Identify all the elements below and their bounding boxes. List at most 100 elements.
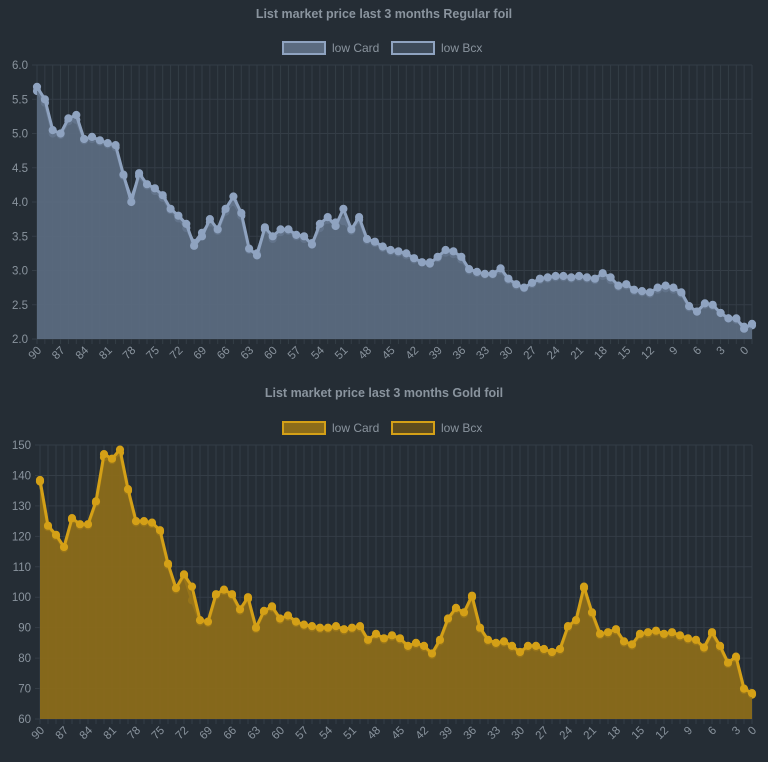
data-point[interactable] [491, 638, 501, 648]
data-point[interactable] [685, 302, 694, 311]
data-point[interactable] [347, 623, 357, 632]
data-point[interactable] [645, 288, 655, 297]
data-point[interactable] [575, 271, 584, 281]
data-point[interactable] [235, 605, 245, 614]
data-point[interactable] [32, 82, 42, 92]
data-point[interactable] [661, 281, 670, 290]
data-point[interactable] [563, 622, 573, 631]
data-point[interactable] [535, 274, 545, 283]
data-point[interactable] [251, 623, 261, 632]
data-point[interactable] [683, 634, 693, 643]
data-point[interactable] [371, 629, 381, 638]
data-point[interactable] [499, 637, 509, 646]
data-point[interactable] [155, 526, 165, 535]
data-point[interactable] [331, 622, 341, 631]
data-point[interactable] [653, 283, 662, 292]
data-point[interactable] [637, 287, 647, 296]
data-point[interactable] [731, 652, 741, 661]
data-point[interactable] [559, 271, 568, 281]
data-point[interactable] [551, 271, 560, 281]
data-point[interactable] [259, 606, 269, 616]
data-point[interactable] [457, 252, 466, 261]
data-point[interactable] [213, 225, 222, 234]
data-point[interactable] [197, 232, 207, 241]
data-point[interactable] [243, 593, 253, 602]
data-point[interactable] [579, 582, 589, 591]
data-point[interactable] [203, 617, 213, 626]
data-point[interactable] [691, 635, 701, 644]
data-point[interactable] [75, 520, 85, 529]
data-point[interactable] [590, 274, 600, 283]
data-point[interactable] [147, 518, 157, 527]
data-point[interactable] [268, 232, 277, 241]
data-point[interactable] [630, 285, 639, 294]
data-point[interactable] [59, 542, 69, 552]
data-point[interactable] [299, 620, 309, 629]
data-point[interactable] [504, 274, 513, 283]
data-point[interactable] [245, 244, 254, 253]
data-point[interactable] [543, 273, 552, 282]
data-point[interactable] [472, 267, 482, 276]
data-point[interactable] [425, 259, 434, 268]
data-point[interactable] [699, 643, 709, 652]
data-point[interactable] [619, 637, 629, 646]
data-point[interactable] [480, 269, 489, 278]
data-point[interactable] [539, 644, 549, 654]
data-point[interactable] [163, 559, 173, 568]
data-point[interactable] [229, 192, 238, 201]
data-point[interactable] [675, 631, 685, 640]
data-point[interactable] [300, 232, 309, 241]
data-point[interactable] [475, 623, 485, 632]
data-point[interactable] [323, 623, 333, 632]
data-point[interactable] [40, 95, 50, 104]
data-point[interactable] [614, 281, 623, 290]
data-point[interactable] [315, 623, 325, 632]
data-point[interactable] [716, 308, 725, 318]
data-point[interactable] [692, 307, 702, 316]
data-point[interactable] [555, 644, 565, 654]
data-point[interactable] [496, 264, 505, 273]
data-point[interactable] [67, 514, 77, 523]
data-point[interactable] [135, 169, 144, 178]
data-point[interactable] [715, 641, 725, 651]
data-point[interactable] [395, 634, 405, 643]
data-point[interactable] [179, 570, 189, 579]
data-point[interactable] [158, 191, 167, 200]
data-point[interactable] [291, 617, 301, 626]
data-point[interactable] [700, 299, 710, 308]
data-point[interactable] [211, 590, 221, 599]
data-point[interactable] [237, 208, 246, 218]
data-point[interactable] [103, 139, 112, 148]
data-point[interactable] [467, 591, 477, 600]
data-point[interactable] [523, 641, 533, 651]
data-point[interactable] [567, 273, 576, 282]
data-point[interactable] [582, 273, 592, 282]
data-point[interactable] [150, 184, 159, 193]
data-point[interactable] [99, 450, 109, 459]
data-point[interactable] [111, 141, 120, 150]
data-point[interactable] [603, 628, 613, 637]
data-point[interactable] [64, 114, 73, 123]
data-point[interactable] [275, 614, 285, 623]
data-point[interactable] [488, 269, 497, 278]
data-point[interactable] [459, 608, 469, 617]
data-point[interactable] [95, 136, 105, 145]
data-point[interactable] [276, 225, 285, 234]
data-point[interactable] [267, 602, 277, 611]
data-point[interactable] [127, 197, 136, 207]
data-point[interactable] [195, 616, 205, 625]
data-point[interactable] [182, 219, 191, 228]
data-point[interactable] [123, 485, 133, 494]
data-point[interactable] [370, 237, 379, 246]
data-point[interactable] [707, 628, 717, 637]
data-point[interactable] [427, 649, 437, 658]
data-point[interactable] [740, 324, 749, 333]
data-point[interactable] [443, 614, 453, 623]
data-point[interactable] [411, 638, 421, 648]
data-point[interactable] [732, 314, 741, 323]
data-point[interactable] [283, 611, 293, 620]
data-point[interactable] [363, 635, 373, 644]
data-point[interactable] [107, 454, 117, 463]
data-point[interactable] [667, 628, 677, 637]
data-point[interactable] [260, 223, 269, 232]
